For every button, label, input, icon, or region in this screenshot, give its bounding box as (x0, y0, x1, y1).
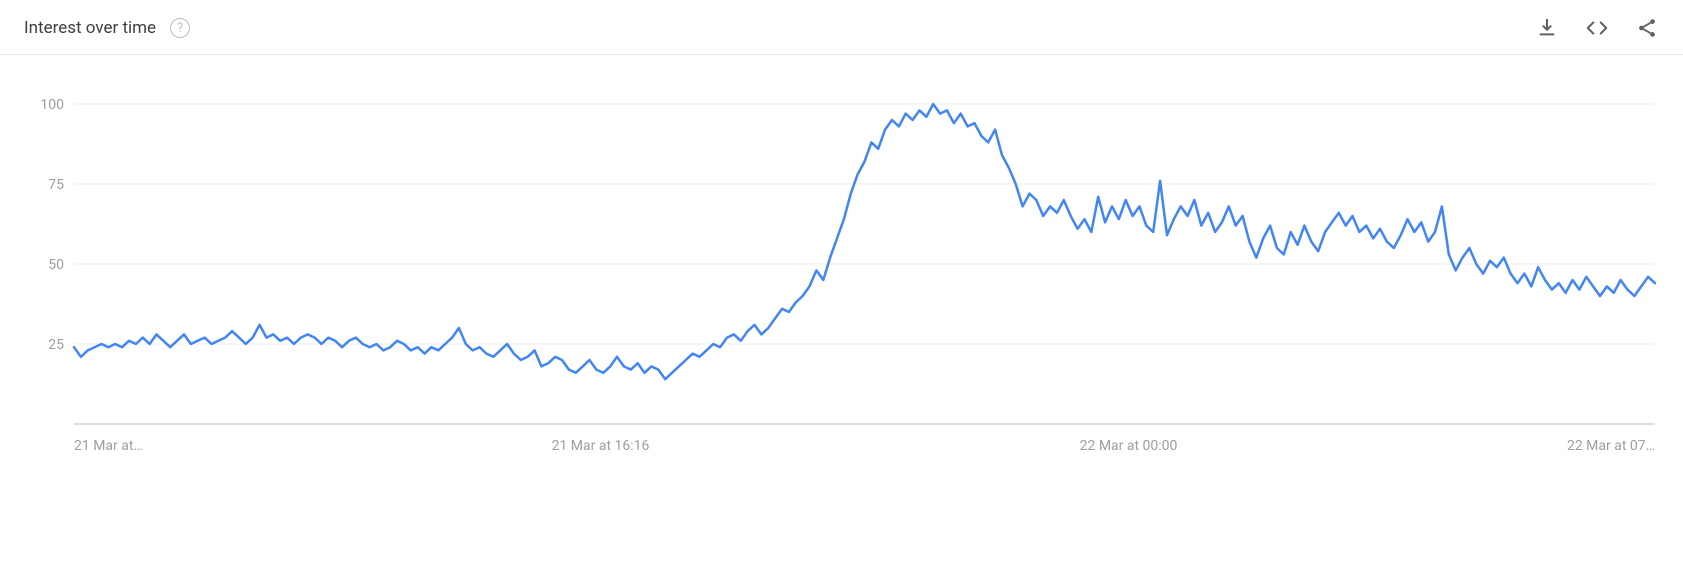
svg-text:22 Mar at 00:00: 22 Mar at 00:00 (1080, 438, 1178, 454)
trends-card: Interest over time ? (0, 0, 1683, 572)
card-title: Interest over time (24, 18, 156, 38)
svg-text:75: 75 (48, 177, 64, 193)
svg-text:100: 100 (40, 97, 64, 113)
svg-text:25: 25 (48, 337, 64, 353)
svg-text:50: 50 (48, 257, 64, 273)
svg-text:21 Mar at 16:16: 21 Mar at 16:16 (552, 438, 650, 454)
share-icon[interactable] (1635, 16, 1659, 40)
interest-line-chart: 25 50 75 100 21 Mar at… 21 Mar at 16:16 22 Mar… (24, 94, 1659, 474)
embed-icon[interactable] (1585, 16, 1609, 40)
svg-text:21 Mar at…: 21 Mar at… (74, 438, 143, 454)
header-actions (1535, 16, 1659, 40)
header-left: Interest over time ? (24, 18, 190, 38)
download-icon[interactable] (1535, 16, 1559, 40)
card-header: Interest over time ? (0, 0, 1683, 55)
svg-text:22 Mar at 07…: 22 Mar at 07… (1567, 438, 1655, 454)
help-icon[interactable]: ? (170, 18, 190, 38)
chart-container: 25 50 75 100 21 Mar at… 21 Mar at 16:16 22 Mar… (0, 70, 1683, 572)
